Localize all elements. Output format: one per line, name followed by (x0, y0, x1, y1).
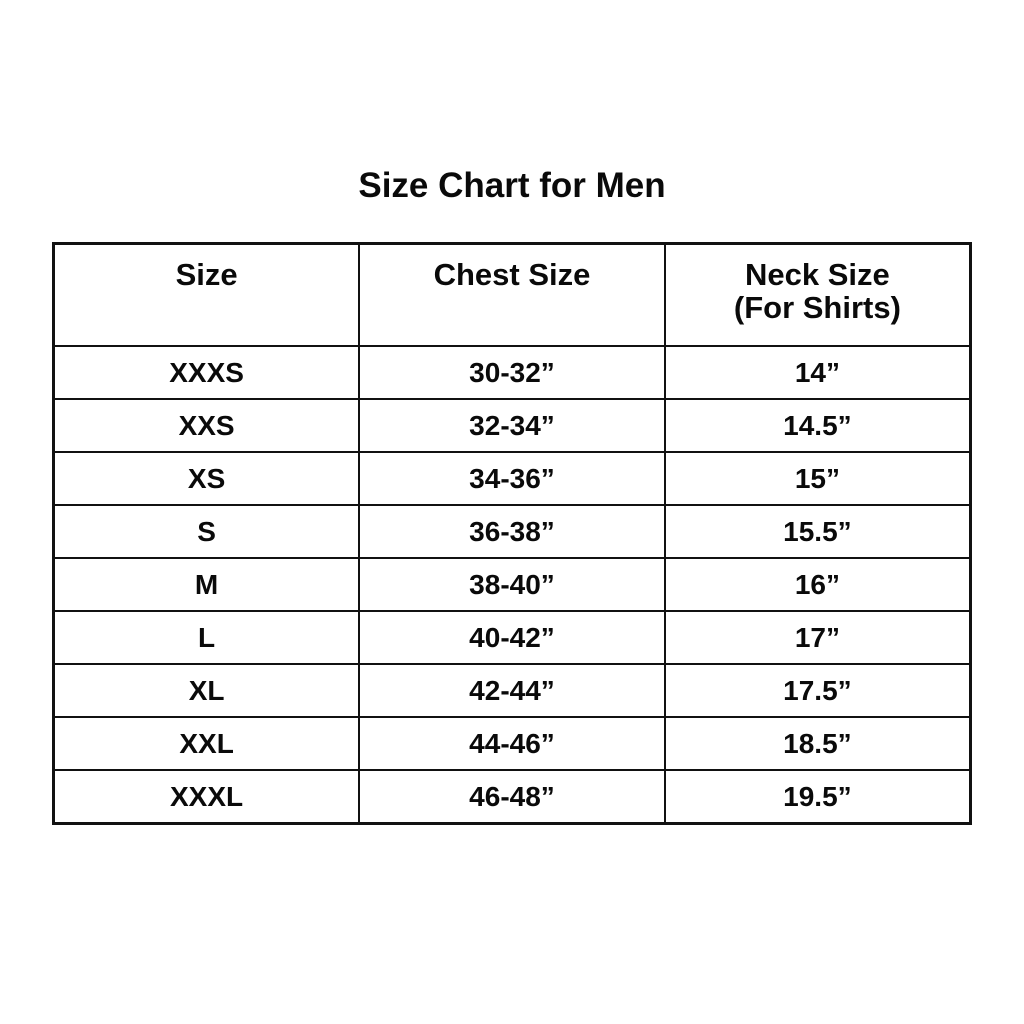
table-row: XXXS 30-32” 14” (52, 345, 972, 400)
chest-size-cell: 42-44” (358, 663, 666, 718)
neck-size-cell: 19.5” (663, 769, 972, 825)
neck-size-cell: 17” (663, 610, 972, 665)
column-header-size: Size (52, 242, 361, 347)
size-cell: S (52, 504, 361, 559)
table-row: M 38-40” 16” (52, 557, 972, 612)
column-header-chest-size: Chest Size (358, 242, 666, 347)
neck-size-cell: 18.5” (663, 716, 972, 771)
size-cell: XXS (52, 398, 361, 453)
column-header-neck-size-label: Neck Size (745, 257, 890, 292)
table-header: Size Chest Size Neck Size (For Shirts) (52, 242, 972, 347)
size-cell: XL (52, 663, 361, 718)
table-row: XXL 44-46” 18.5” (52, 716, 972, 771)
chest-size-cell: 38-40” (358, 557, 666, 612)
chest-size-cell: 34-36” (358, 451, 666, 506)
size-chart-table: Size Chest Size Neck Size (For Shirts) X… (52, 242, 972, 825)
column-header-neck-size-sublabel: (For Shirts) (733, 290, 901, 325)
size-cell: L (52, 610, 361, 665)
column-header-size-label: Size (175, 257, 238, 292)
size-cell: M (52, 557, 361, 612)
chest-size-cell: 32-34” (358, 398, 666, 453)
size-cell: XXXS (52, 345, 361, 400)
table-row: XXS 32-34” 14.5” (52, 398, 972, 453)
neck-size-cell: 15” (663, 451, 972, 506)
column-header-neck-size: Neck Size (For Shirts) (663, 242, 972, 347)
chest-size-cell: 46-48” (358, 769, 666, 825)
page-title: Size Chart for Men (358, 166, 666, 205)
column-header-chest-size-label: Chest Size (433, 257, 591, 292)
neck-size-cell: 16” (663, 557, 972, 612)
table-row: L 40-42” 17” (52, 610, 972, 665)
size-cell: XS (52, 451, 361, 506)
chest-size-cell: 44-46” (358, 716, 666, 771)
size-cell: XXXL (52, 769, 361, 825)
neck-size-cell: 14” (663, 345, 972, 400)
table-row: XXXL 46-48” 19.5” (52, 769, 972, 825)
table-body: XXXS 30-32” 14” XXS 32-34” 14.5” XS 34-3… (52, 345, 972, 825)
neck-size-cell: 17.5” (663, 663, 972, 718)
chest-size-cell: 30-32” (358, 345, 666, 400)
table-header-row: Size Chest Size Neck Size (For Shirts) (52, 242, 972, 347)
table-row: S 36-38” 15.5” (52, 504, 972, 559)
table-row: XL 42-44” 17.5” (52, 663, 972, 718)
size-cell: XXL (52, 716, 361, 771)
table-row: XS 34-36” 15” (52, 451, 972, 506)
neck-size-cell: 15.5” (663, 504, 972, 559)
chest-size-cell: 36-38” (358, 504, 666, 559)
chest-size-cell: 40-42” (358, 610, 666, 665)
neck-size-cell: 14.5” (663, 398, 972, 453)
